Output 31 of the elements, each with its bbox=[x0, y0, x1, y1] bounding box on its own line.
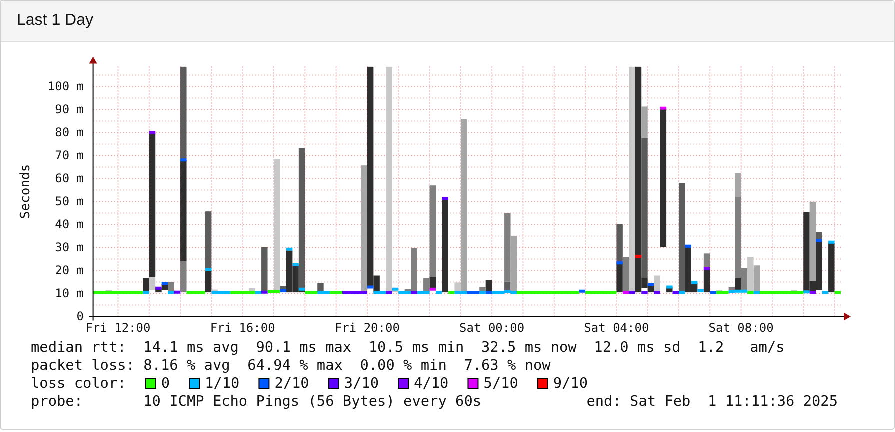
legend-label: 5/10 bbox=[484, 376, 518, 392]
x-tick-label: Sat 04:00 bbox=[584, 321, 650, 335]
y-tick-label: 80 m bbox=[55, 126, 84, 140]
y-tick-label: 50 m bbox=[55, 194, 84, 209]
x-tick-label: Fri 20:00 bbox=[334, 321, 400, 335]
y-axis-title: Seconds bbox=[18, 164, 34, 220]
text: median rtt: 14.1 ms avg 90.1 ms max 10.5 ms min 32.5 ms now 12.0 ms sd 1.2 am/s bbox=[31, 340, 785, 356]
y-tick-label: 20 m bbox=[55, 264, 84, 278]
y-tick-label: 100 m bbox=[48, 80, 84, 94]
x-tick-label: Sat 00:00 bbox=[460, 321, 525, 335]
y-tick-label: 30 m bbox=[55, 240, 84, 255]
y-tick-label: 0 bbox=[76, 310, 84, 324]
chart-title: Last 1 Day bbox=[17, 11, 94, 31]
legend-label: 3/10 bbox=[344, 376, 380, 392]
text: end: Sat Feb 1 11:11:36 2025 bbox=[586, 394, 838, 410]
y-tick-label: 10 m bbox=[55, 286, 84, 301]
text: packet loss: 8.16 % avg 64.94 % max 0.00 % min 7.63 % now bbox=[31, 358, 552, 374]
x-tick-label: Sat 08:00 bbox=[708, 321, 774, 335]
y-tick-label: 60 m bbox=[55, 172, 84, 186]
legend-label: 0 bbox=[161, 376, 170, 392]
x-tick-label: Fri 16:00 bbox=[210, 321, 276, 335]
text: probe: 10 ICMP Echo Pings (56 Bytes) every 60s bbox=[31, 394, 482, 410]
x-tick-label: Fri 12:00 bbox=[86, 321, 151, 335]
y-tick-label: 40 m bbox=[55, 218, 84, 232]
legend-label: 2/10 bbox=[274, 376, 310, 392]
legend-label: 9/10 bbox=[553, 376, 588, 392]
legend-title: loss color: bbox=[31, 376, 126, 392]
y-tick-label: 70 m bbox=[55, 148, 84, 163]
y-tick-label: 90 m bbox=[55, 102, 84, 117]
legend-label: 1/10 bbox=[205, 376, 240, 392]
legend-label: 4/10 bbox=[414, 376, 449, 392]
